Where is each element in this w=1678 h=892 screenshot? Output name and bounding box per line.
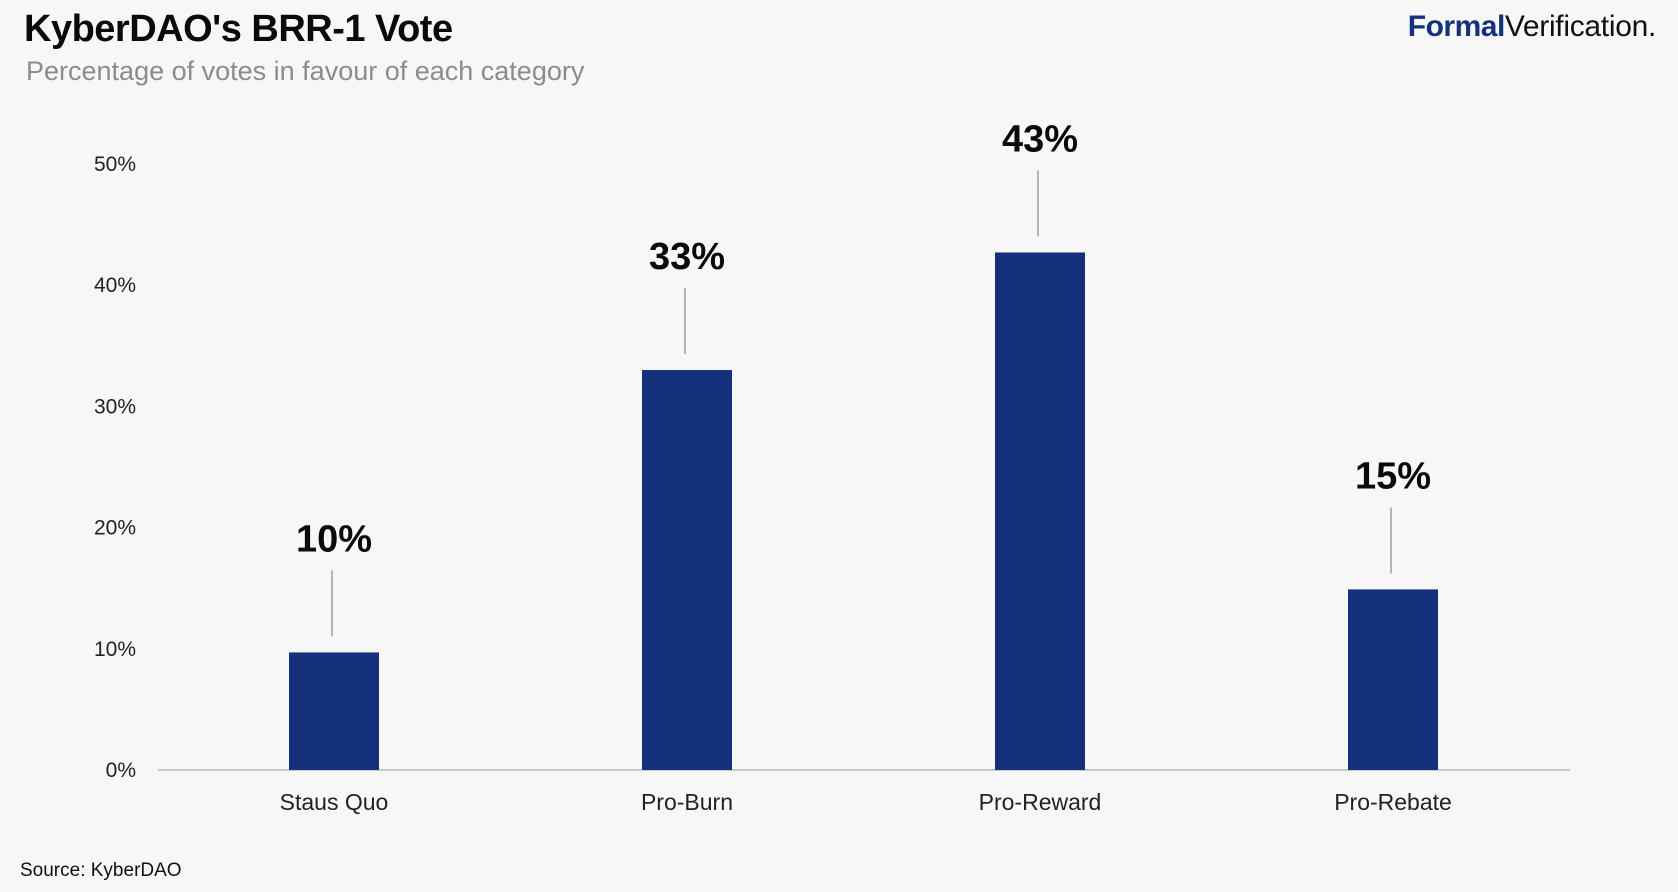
data-labels: 10% 33% 43% 15%	[296, 118, 1431, 560]
leader-lines	[331, 170, 1392, 637]
bar	[642, 370, 732, 770]
x-tick-label: Pro-Reward	[979, 789, 1102, 815]
y-tick-label: 30%	[94, 395, 136, 418]
x-tick-label: Staus Quo	[280, 789, 389, 815]
brand-logo: FormalVerification.	[1407, 10, 1657, 44]
chart-subtitle: Percentage of votes in favour of each ca…	[26, 56, 585, 86]
y-axis-ticks: 0% 10% 20% 30% 40% 50%	[94, 153, 136, 782]
source-note: Source: KyberDAO	[20, 860, 182, 881]
y-tick-label: 10%	[94, 638, 136, 661]
y-tick-label: 0%	[106, 759, 136, 782]
bars	[289, 252, 1438, 770]
x-axis-labels: Staus Quo Pro-Burn Pro-Reward Pro-Rebate	[280, 789, 1452, 815]
y-tick-label: 20%	[94, 517, 136, 540]
chart-title: KyberDAO's BRR-1 Vote	[24, 8, 453, 50]
bar	[995, 252, 1085, 770]
bar	[289, 652, 379, 770]
brand-logo-bold: Formal	[1407, 10, 1506, 43]
y-tick-label: 50%	[94, 153, 136, 176]
data-label: 15%	[1355, 455, 1431, 497]
x-tick-label: Pro-Burn	[641, 789, 733, 815]
x-tick-label: Pro-Rebate	[1334, 789, 1452, 815]
data-label: 33%	[649, 236, 725, 278]
brand-logo-regular: Verification.	[1504, 10, 1656, 43]
bar	[1348, 589, 1438, 770]
y-tick-label: 40%	[94, 274, 136, 297]
data-label: 43%	[1002, 118, 1078, 160]
data-label: 10%	[296, 518, 372, 560]
